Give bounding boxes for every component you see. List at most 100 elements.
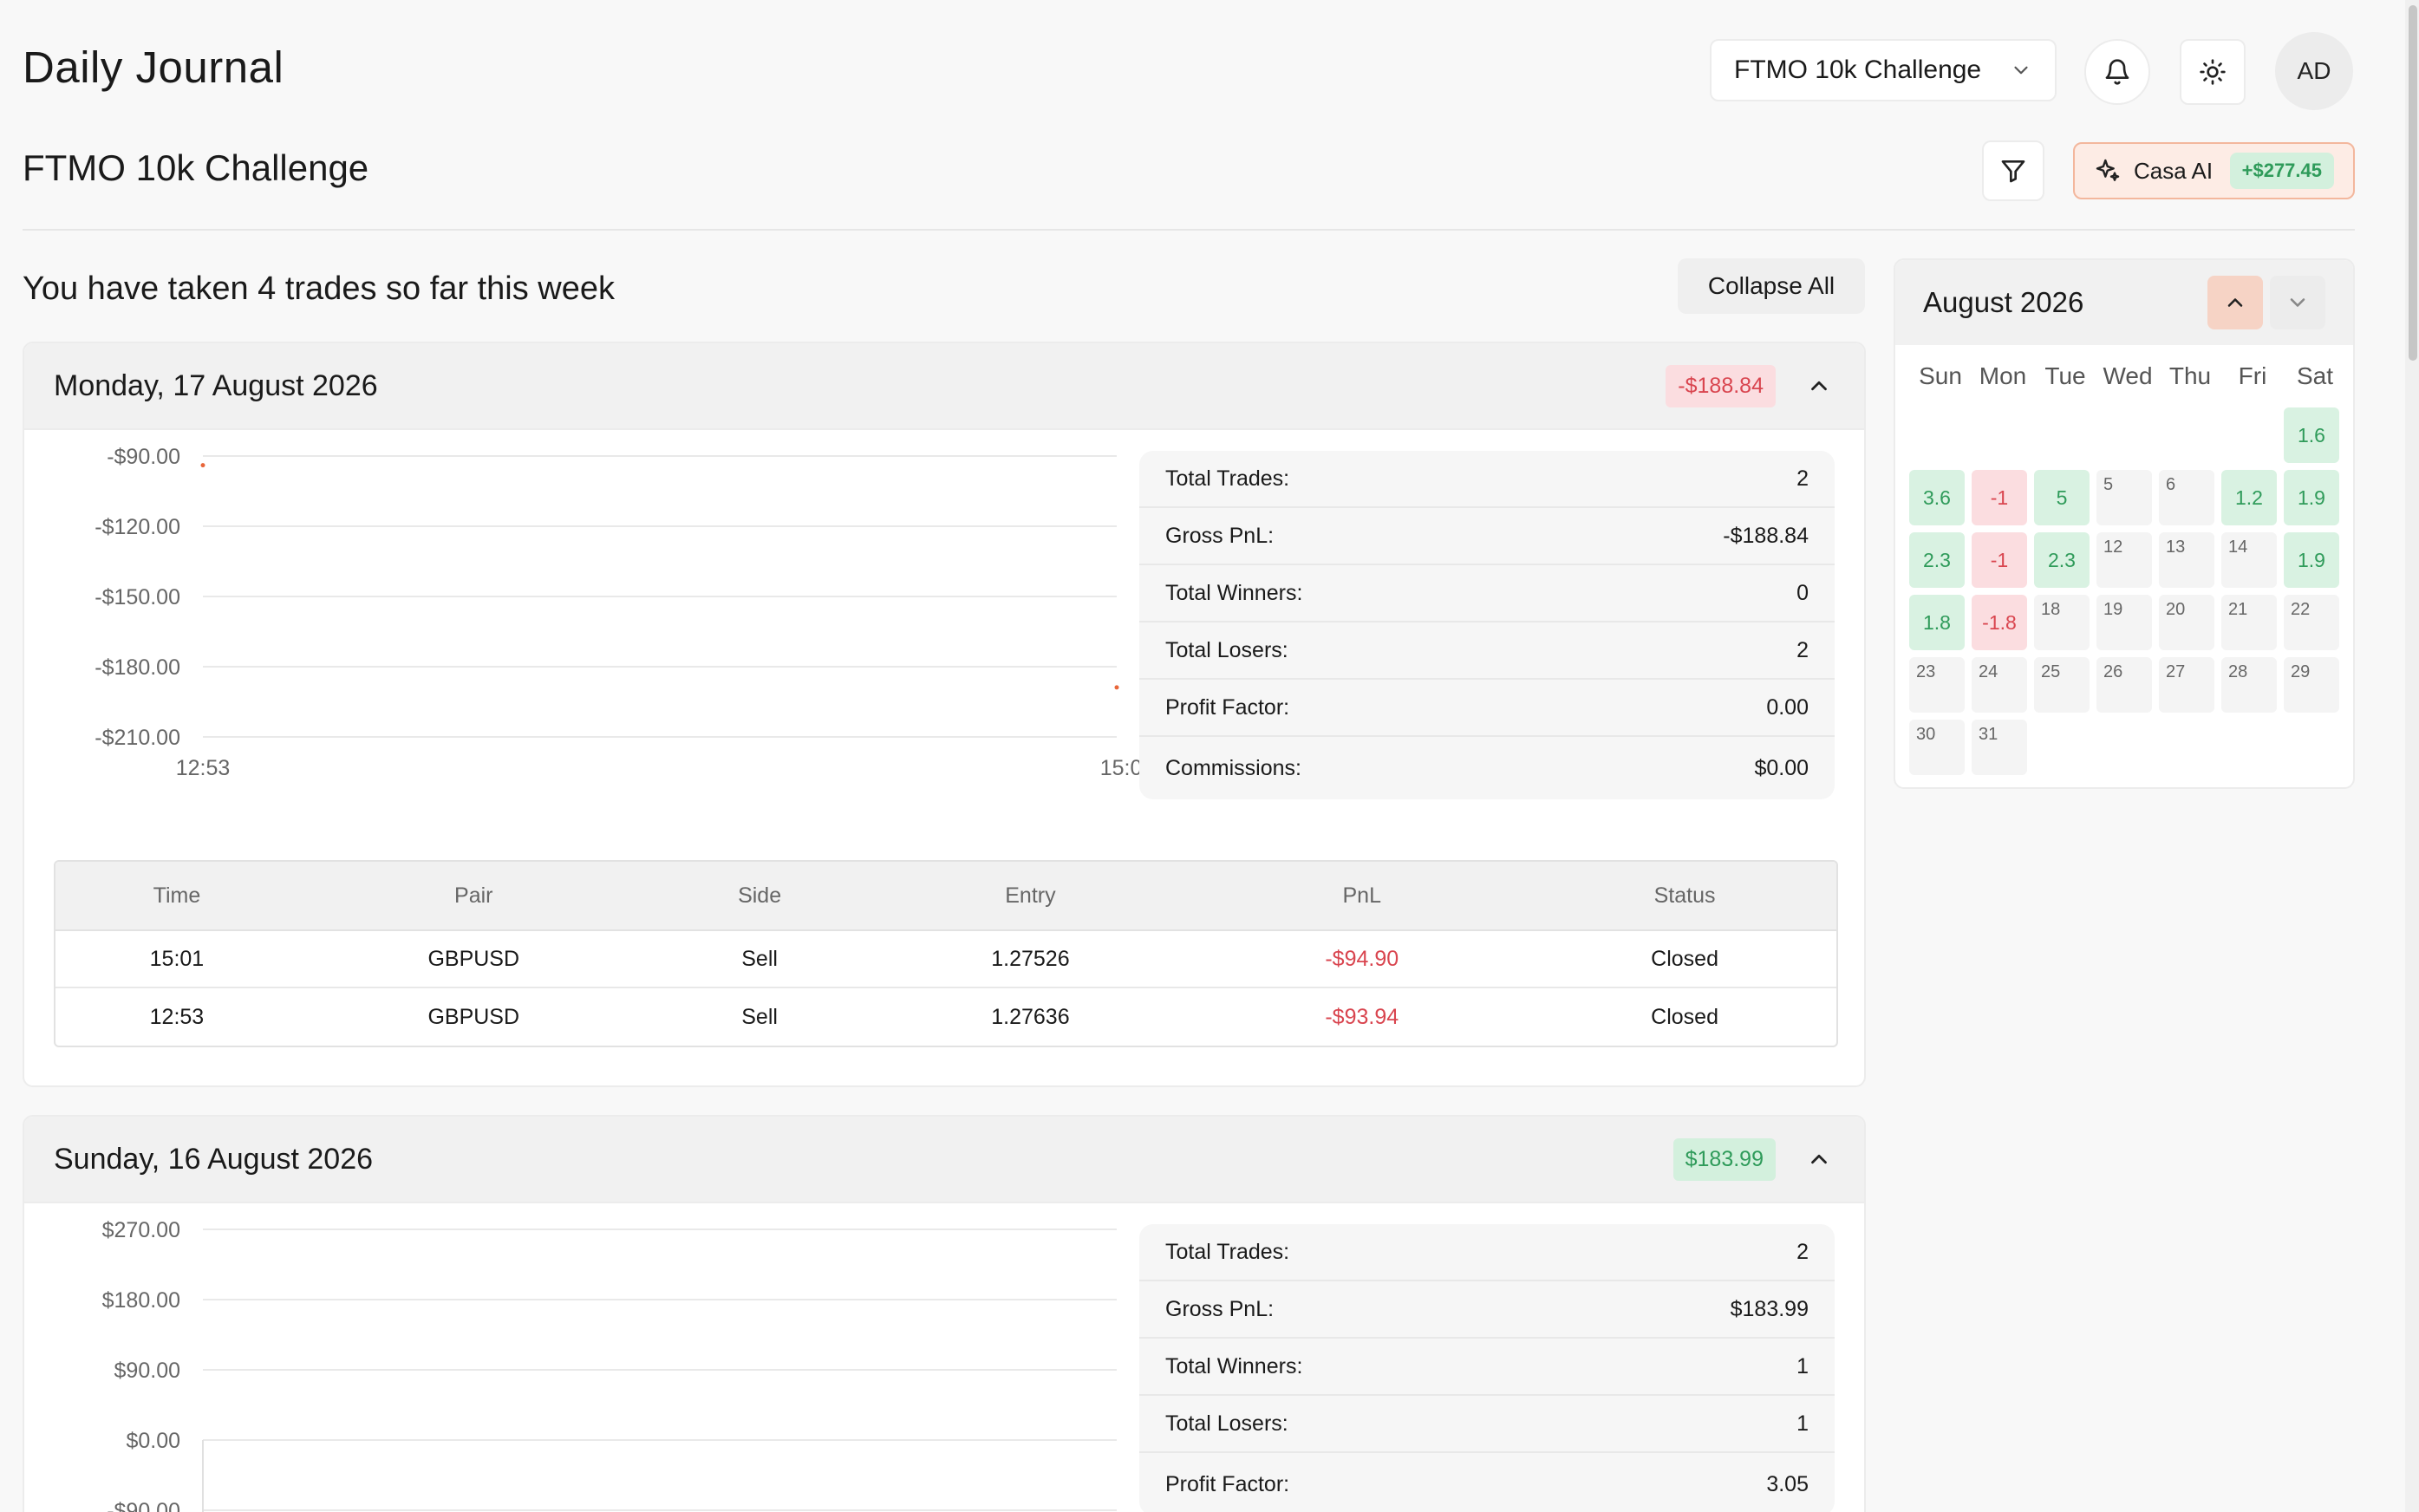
day-pnl-chart: $270.00 $180.00 $90.00 $0.00 -$90.00: [42, 1218, 1143, 1512]
calendar-day-cell[interactable]: -1: [1972, 532, 2027, 588]
calendar-day-cell[interactable]: 24: [1972, 657, 2027, 713]
pnl-calendar: August 2026 Sun Mon Tue Wed Thu Fri Sat 1.6 3.6…: [1894, 258, 2355, 789]
weekday-label: Tue: [2044, 362, 2086, 389]
calendar-day-cell[interactable]: 1.8: [1909, 595, 1965, 650]
stat-value: 3.05: [1766, 1471, 1809, 1496]
week-summary: You have taken 4 trades so far this week: [23, 270, 616, 307]
day-title: Monday, 17 August 2026: [54, 368, 378, 402]
weekday-label: Mon: [1979, 362, 2027, 389]
calendar-day-cell[interactable]: 6: [2159, 470, 2214, 525]
calendar-day-cell[interactable]: 1.6: [2284, 407, 2339, 463]
trade-entry: 1.27636: [991, 1004, 1070, 1029]
calendar-day-cell[interactable]: 30: [1909, 720, 1965, 775]
calendar-day-cell[interactable]: 2.3: [2034, 532, 2090, 588]
calendar-empty-cell: [2096, 407, 2152, 463]
collapse-all-button[interactable]: Collapse All: [1678, 258, 1865, 314]
avatar[interactable]: AD: [2275, 32, 2353, 110]
column-header-pnl[interactable]: PnL: [1342, 883, 1381, 908]
day-card-header[interactable]: Sunday, 16 August 2026 $183.99: [24, 1117, 1864, 1203]
y-tick-label: -$150.00: [95, 585, 180, 609]
stat-row: Profit Factor: 3.05: [1139, 1453, 1835, 1512]
calendar-day-cell[interactable]: 3.6: [1909, 470, 1965, 525]
data-point: [200, 463, 205, 468]
stat-value: 0: [1796, 580, 1809, 605]
casa-ai-button[interactable]: Casa AI +$277.45: [2073, 142, 2355, 199]
calendar-day-cell[interactable]: 31: [1972, 720, 2027, 775]
calendar-next-button[interactable]: [2270, 276, 2325, 329]
column-header-entry[interactable]: Entry: [1005, 883, 1056, 908]
calendar-day-cell[interactable]: 22: [2284, 595, 2339, 650]
stat-label: Total Trades:: [1165, 1239, 1290, 1264]
stat-value: 2: [1796, 637, 1809, 662]
column-header-time[interactable]: Time: [153, 883, 201, 908]
calendar-day-number: 23: [1916, 662, 1936, 681]
casa-ai-label: Casa AI: [2134, 157, 2214, 184]
scrollbar-thumb[interactable]: [2409, 5, 2417, 361]
collapse-day-button[interactable]: [1803, 1144, 1835, 1175]
calendar-day-cell[interactable]: 29: [2284, 657, 2339, 713]
calendar-day-number: 13: [2166, 538, 2186, 557]
stat-label: Total Winners:: [1165, 1353, 1303, 1378]
stat-row: Gross PnL: $183.99: [1139, 1281, 1835, 1339]
calendar-header: August 2026: [1895, 260, 2353, 345]
calendar-day-cell[interactable]: 12: [2096, 532, 2152, 588]
column-header-status[interactable]: Status: [1653, 883, 1716, 908]
account-select[interactable]: FTMO 10k Challenge: [1710, 39, 2057, 101]
calendar-day-cell[interactable]: 2.3: [1909, 532, 1965, 588]
calendar-day-number: 14: [2228, 538, 2248, 557]
calendar-day-cell[interactable]: 25: [2034, 657, 2090, 713]
calendar-day-cell[interactable]: 23: [1909, 657, 1965, 713]
calendar-day-cell[interactable]: 1.9: [2284, 470, 2339, 525]
collapse-day-button[interactable]: [1803, 370, 1835, 401]
calendar-day-number: 26: [2103, 662, 2123, 681]
calendar-day-cell[interactable]: 1.2: [2221, 470, 2277, 525]
table-header: Time Pair Side Entry PnL Status: [55, 862, 1836, 931]
scrollbar[interactable]: [2405, 0, 2419, 1512]
day-card: Sunday, 16 August 2026 $183.99 $270.00 $1…: [23, 1115, 1866, 1512]
stat-row: Profit Factor: 0.00: [1139, 680, 1835, 737]
day-title: Sunday, 16 August 2026: [54, 1142, 374, 1176]
x-tick-label: 15:01: [1100, 756, 1143, 780]
column-header-side[interactable]: Side: [738, 883, 782, 908]
filter-icon: [2001, 160, 2025, 183]
notifications-button[interactable]: [2084, 39, 2150, 105]
calendar-day-cell[interactable]: 19: [2096, 595, 2152, 650]
stat-row: Total Trades: 2: [1139, 451, 1835, 508]
y-tick-label: $180.00: [102, 1288, 180, 1313]
trade-side: Sell: [741, 946, 778, 971]
calendar-day-cell[interactable]: 13: [2159, 532, 2214, 588]
calendar-day-cell[interactable]: 18: [2034, 595, 2090, 650]
stat-row: Commissions: $0.00: [1139, 737, 1835, 799]
weekday-label: Sun: [1919, 362, 1962, 389]
page-title: Daily Journal: [23, 42, 284, 92]
calendar-day-cell[interactable]: 20: [2159, 595, 2214, 650]
calendar-day-cell[interactable]: 27: [2159, 657, 2214, 713]
stat-label: Total Losers:: [1165, 637, 1288, 662]
table-row[interactable]: 12:53 GBPUSD Sell 1.27636 -$93.94 Closed: [55, 988, 1836, 1046]
calendar-day-cell[interactable]: 5: [2096, 470, 2152, 525]
header-divider: [23, 229, 2355, 231]
calendar-empty-cell: [2159, 407, 2214, 463]
trade-time: 12:53: [149, 1004, 205, 1029]
day-pnl-badge: -$188.84: [1666, 364, 1776, 407]
calendar-day-cell[interactable]: 5: [2034, 470, 2090, 525]
day-card-header[interactable]: Monday, 17 August 2026 -$188.84: [24, 343, 1864, 430]
stat-label: Profit Factor:: [1165, 1471, 1290, 1496]
calendar-day-cell[interactable]: 1.9: [2284, 532, 2339, 588]
calendar-prev-button[interactable]: [2207, 276, 2263, 329]
stat-value: $183.99: [1730, 1296, 1809, 1321]
stat-value: $0.00: [1754, 755, 1809, 780]
theme-toggle-button[interactable]: [2180, 39, 2246, 105]
column-header-pair[interactable]: Pair: [454, 883, 493, 908]
account-title: FTMO 10k Challenge: [23, 147, 369, 188]
calendar-day-cell[interactable]: -1: [1972, 470, 2027, 525]
calendar-day-cell[interactable]: 26: [2096, 657, 2152, 713]
calendar-day-cell[interactable]: 28: [2221, 657, 2277, 713]
calendar-day-number: 5: [2103, 475, 2114, 494]
filter-button[interactable]: [1982, 140, 2044, 201]
table-row[interactable]: 15:01 GBPUSD Sell 1.27526 -$94.90 Closed: [55, 931, 1836, 988]
calendar-day-cell[interactable]: 21: [2221, 595, 2277, 650]
y-tick-label: -$120.00: [95, 515, 180, 539]
calendar-day-cell[interactable]: -1.8: [1972, 595, 2027, 650]
calendar-day-cell[interactable]: 14: [2221, 532, 2277, 588]
